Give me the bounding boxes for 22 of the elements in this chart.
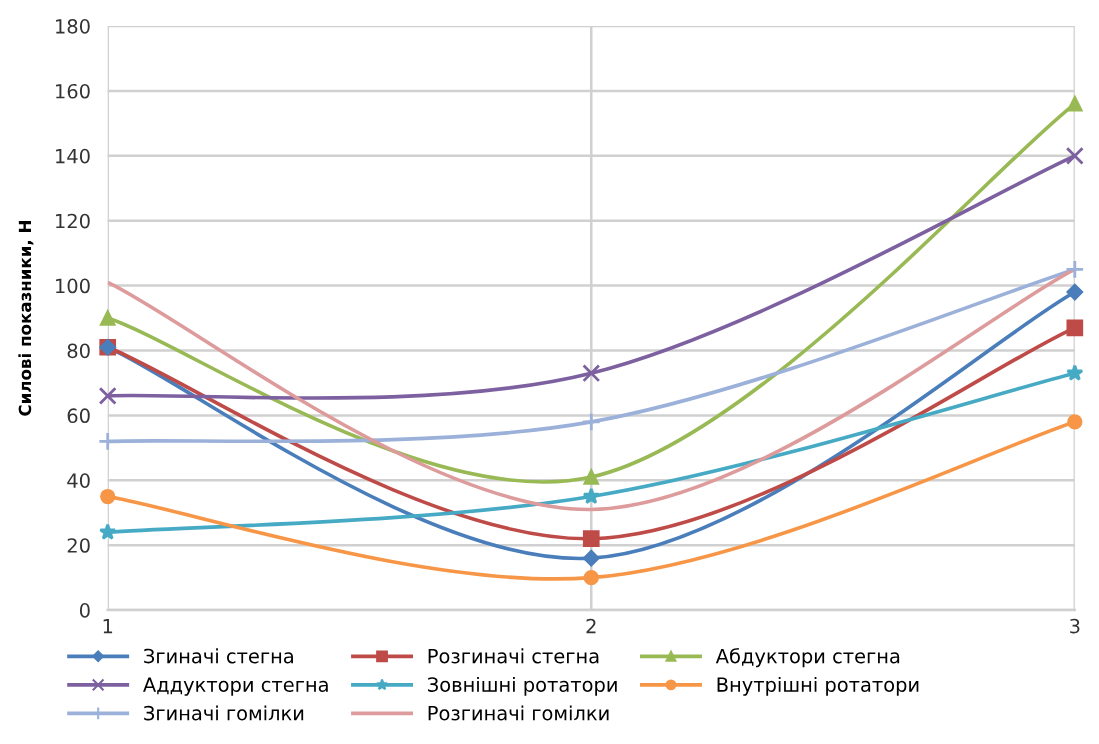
y-tick-label: 60 [67, 408, 90, 424]
y-tick-label: 40 [67, 473, 90, 488]
x-tick-label: 2 [586, 618, 596, 634]
y-tick-label: 140 [56, 148, 90, 164]
legend-label: Абдуктори стегна [715, 648, 900, 668]
y-tick-label: 80 [67, 343, 90, 359]
legend-label: Згиначі стегна [144, 648, 293, 664]
y-tick-label: 180 [56, 19, 90, 34]
legend-label: Внутрішні ротатори [717, 676, 919, 696]
legend-label: Зовнішні ротатори [428, 676, 617, 696]
x-tick-label: 1 [103, 619, 113, 634]
legend-label: Згиначі гомілки [144, 705, 304, 721]
legend-label: Аддуктори стегна [143, 677, 328, 696]
legend-label: Розгиначі гомілки [428, 705, 609, 721]
y-tick-label: 120 [56, 213, 90, 229]
y-tick-label: 160 [56, 83, 90, 99]
x-tick-label: 3 [1070, 618, 1080, 634]
y-tick-label: 0 [79, 603, 90, 618]
y-tick-label: 100 [56, 278, 90, 294]
y-tick-label: 20 [67, 538, 90, 553]
legend-label: Розгиначі стегна [428, 648, 599, 664]
y-axis-title: Силові показники, Н [18, 221, 34, 416]
